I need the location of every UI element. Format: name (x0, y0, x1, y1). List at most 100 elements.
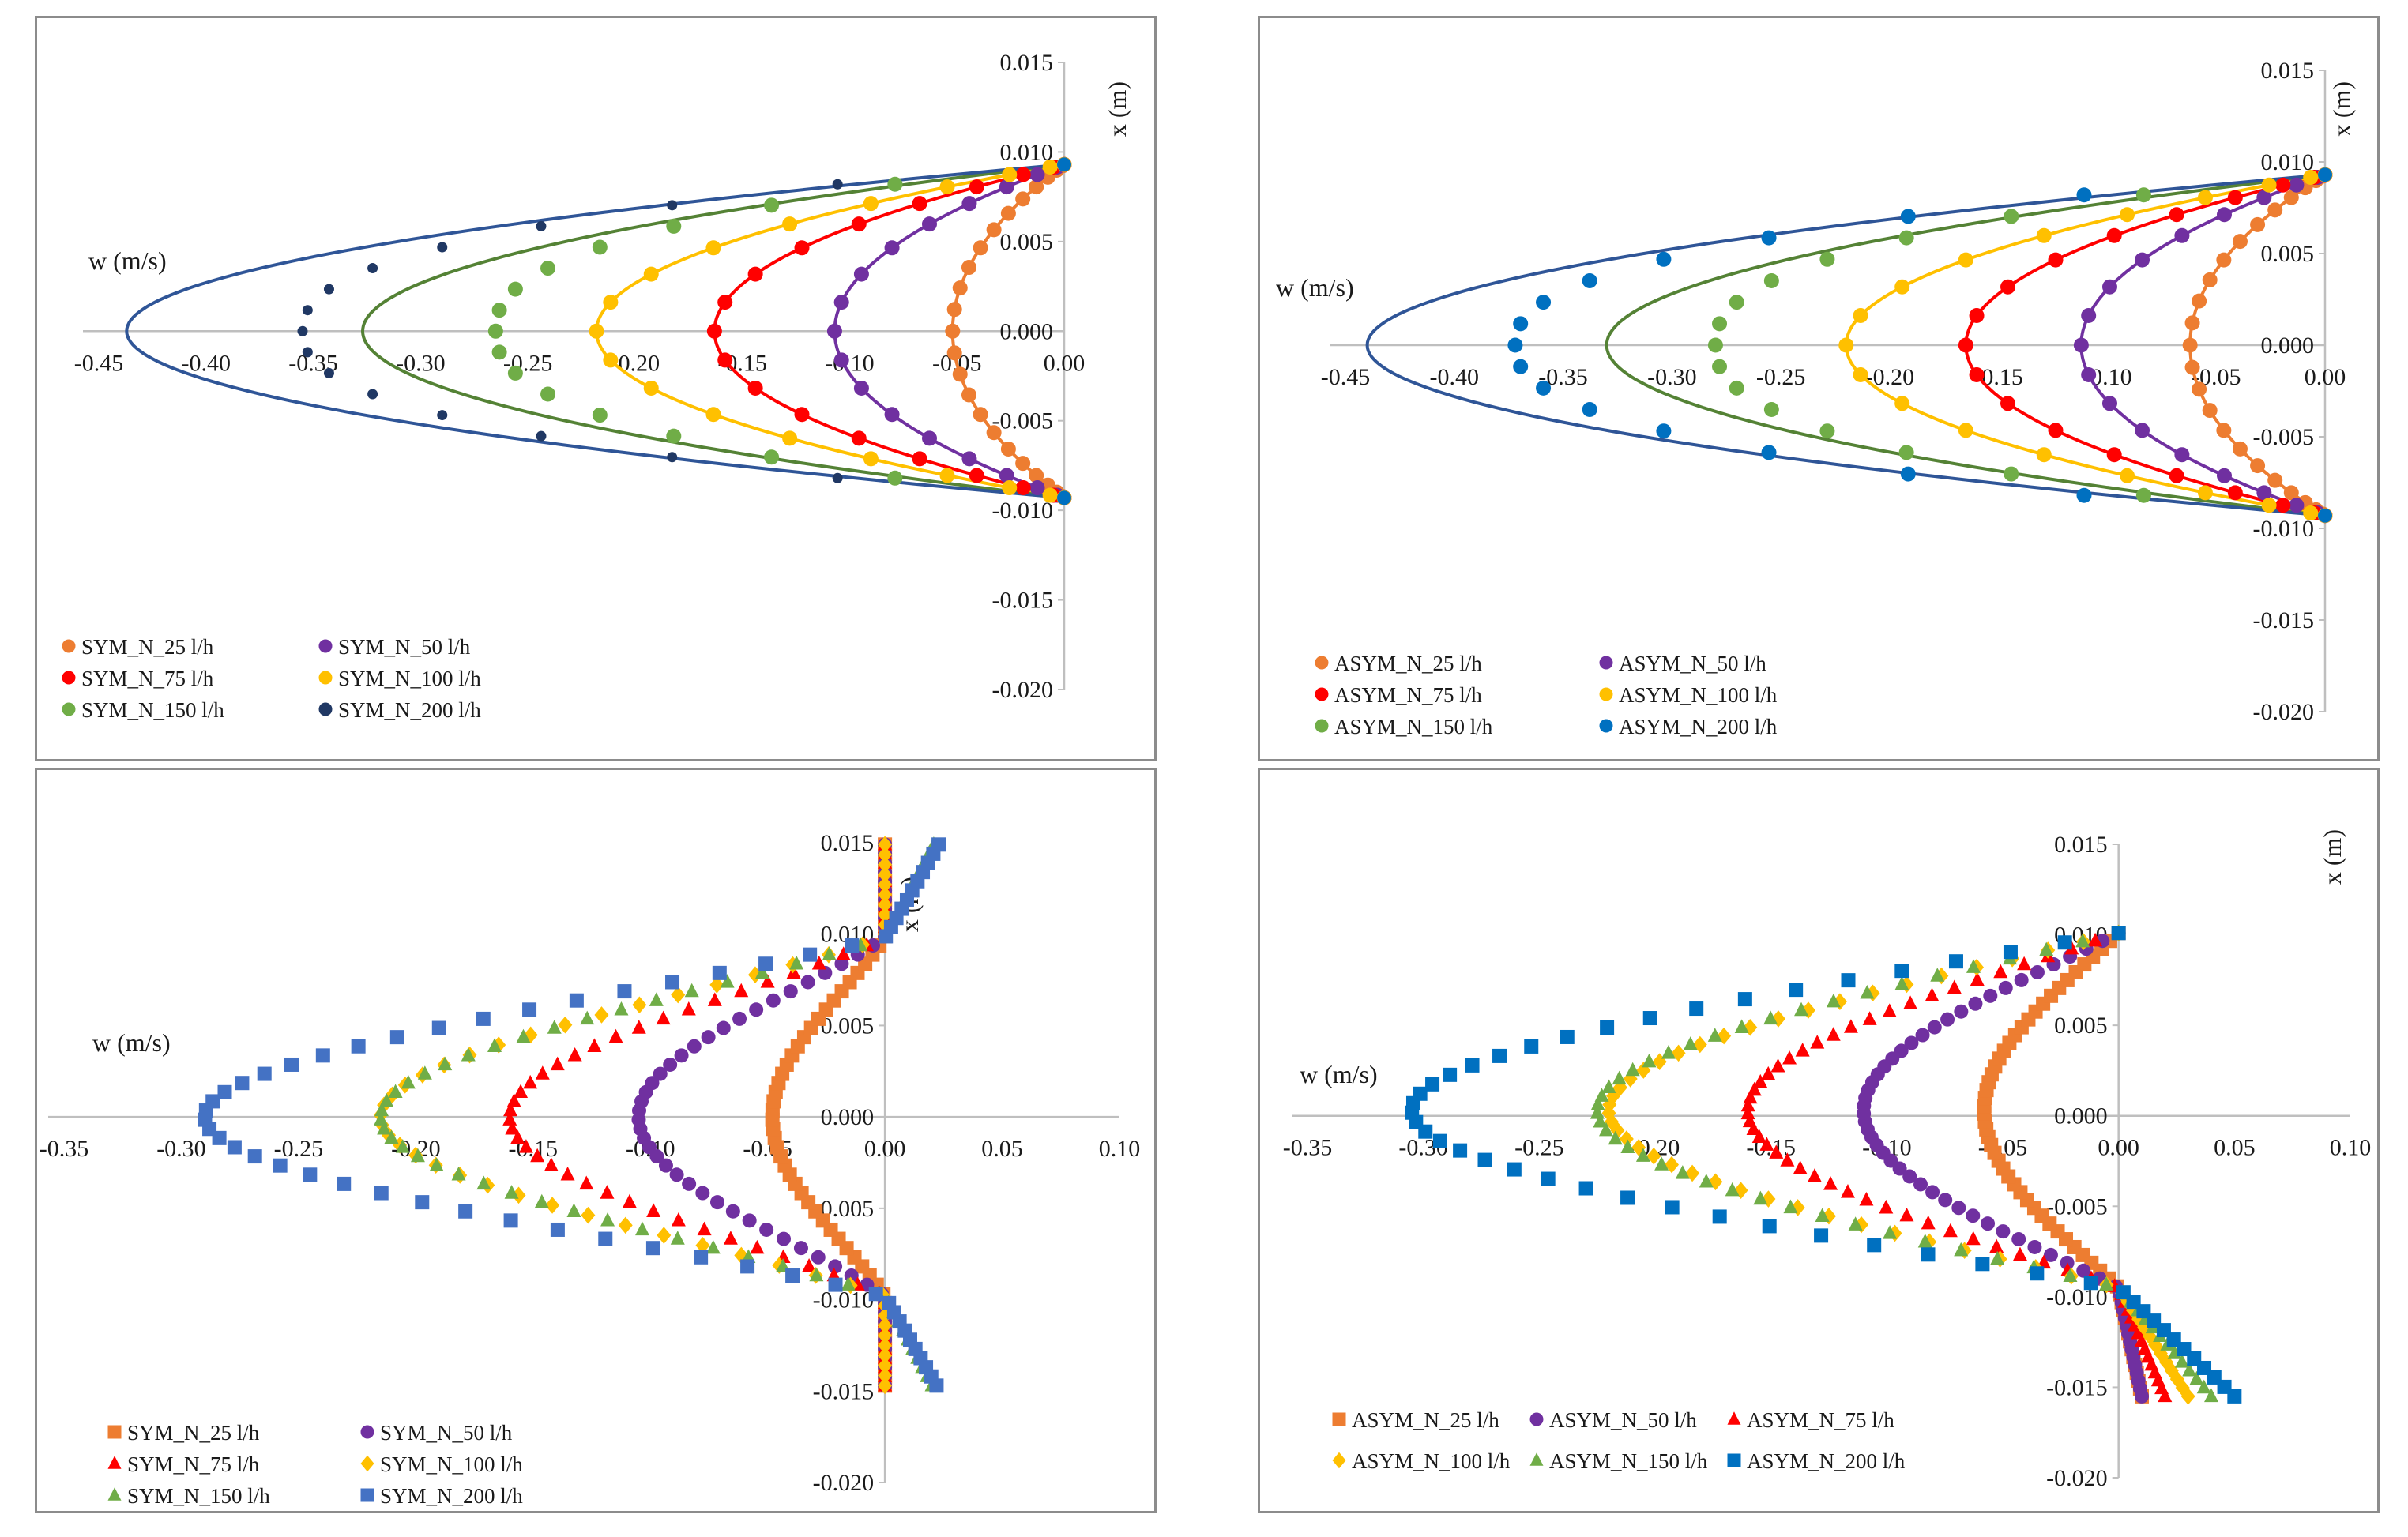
data-point (2048, 423, 2064, 438)
x-tick-label: -0.40 (1430, 364, 1480, 390)
data-point (2196, 1379, 2211, 1394)
data-point (952, 366, 968, 382)
data-point (2289, 177, 2305, 193)
data-point (2120, 468, 2135, 483)
data-point (437, 410, 448, 421)
data-point (961, 196, 977, 212)
data-point (598, 1231, 613, 1246)
data-point (1902, 1169, 1917, 1184)
data-point (569, 993, 584, 1008)
data-point (2283, 485, 2299, 501)
data-point (732, 1011, 747, 1026)
x-tick-label: 0.00 (1044, 350, 1085, 376)
data-point (646, 1203, 661, 1217)
data-point (2256, 190, 2272, 205)
data-point (863, 451, 879, 467)
data-point (776, 1231, 791, 1246)
data-point (530, 1148, 545, 1163)
data-point (1612, 1070, 1627, 1085)
fit-line (125, 163, 1065, 500)
data-point (1769, 1144, 1784, 1159)
data-point (2057, 935, 2072, 950)
data-point (833, 352, 849, 368)
data-point (1948, 954, 1963, 969)
y-tick-label: -0.020 (2046, 1465, 2108, 1491)
data-point (487, 323, 503, 339)
data-point (973, 407, 988, 423)
data-point (461, 1047, 476, 1062)
data-point (1015, 191, 1031, 207)
data-point (1057, 490, 1071, 505)
legend-label: SYM_N_200 l/h (338, 698, 481, 722)
data-point (384, 1129, 399, 1144)
x-tick-label: -0.40 (182, 350, 231, 376)
data-point (939, 179, 955, 195)
x-axis-title: w (m/s) (1300, 1060, 1378, 1088)
data-point (1815, 1208, 1830, 1222)
data-point (388, 1084, 403, 1099)
data-point (1578, 1181, 1593, 1196)
data-point (1712, 316, 1728, 332)
y-tick-label: 0.000 (2054, 1103, 2108, 1129)
data-point (845, 938, 860, 953)
data-point (1761, 445, 1777, 460)
data-point (717, 352, 733, 368)
data-point (1536, 295, 1552, 310)
data-point (945, 323, 961, 339)
legend-label: ASYM_N_25 l/h (1352, 1408, 1499, 1432)
data-point (878, 1317, 893, 1335)
data-point (1029, 468, 1044, 483)
y-tick-label: 0.000 (1000, 318, 1054, 344)
data-point (315, 1048, 330, 1063)
data-point (523, 1074, 538, 1089)
axes (1330, 70, 2327, 712)
data-point (833, 295, 849, 310)
data-point (1848, 1216, 1863, 1231)
data-point (2192, 293, 2207, 309)
data-point (1443, 1067, 1458, 1082)
data-point (377, 1120, 392, 1135)
data-point (2158, 1388, 2173, 1403)
data-point (1993, 964, 2008, 979)
data-point (504, 1185, 519, 1199)
data-point (273, 1158, 288, 1173)
data-point (1763, 1010, 1778, 1025)
data-point (1940, 1012, 1955, 1027)
data-point (2048, 252, 2064, 268)
legend-label: ASYM_N_50 l/h (1549, 1408, 1697, 1432)
data-point (2101, 396, 2117, 411)
data-point (2184, 315, 2200, 331)
data-point (2174, 227, 2190, 243)
data-point (1898, 230, 1914, 246)
x-tick-label: 0.05 (981, 1136, 1023, 1162)
data-point (476, 1175, 491, 1190)
data-point (1513, 359, 1529, 374)
data-point (505, 1120, 520, 1135)
legend-label: SYM_N_200 l/h (380, 1484, 523, 1508)
data-point (2088, 932, 2103, 947)
data-point (635, 1221, 650, 1236)
y-tick-label: 0.005 (2261, 241, 2315, 267)
data-point (1015, 167, 1031, 182)
data-point (1969, 308, 1985, 324)
data-point (1652, 1053, 1667, 1071)
data-point (544, 1157, 559, 1171)
data-point (878, 906, 893, 923)
y-axis-title: x (m) (1103, 81, 1131, 137)
data-point (1015, 480, 1031, 496)
data-point (2275, 498, 2291, 513)
data-point (1761, 1065, 1776, 1080)
data-point (1793, 1160, 1808, 1174)
data-point (1590, 1096, 1605, 1110)
data-point (2197, 485, 2213, 501)
data-point (2250, 216, 2266, 232)
data-point (1860, 984, 1875, 999)
data-point (649, 992, 664, 1006)
data-point (695, 1186, 710, 1201)
data-point (1894, 1043, 1909, 1058)
data-point (828, 1277, 843, 1292)
data-point (878, 1347, 893, 1365)
data-point (522, 1002, 537, 1017)
data-point (1729, 295, 1744, 310)
data-point (754, 964, 769, 979)
